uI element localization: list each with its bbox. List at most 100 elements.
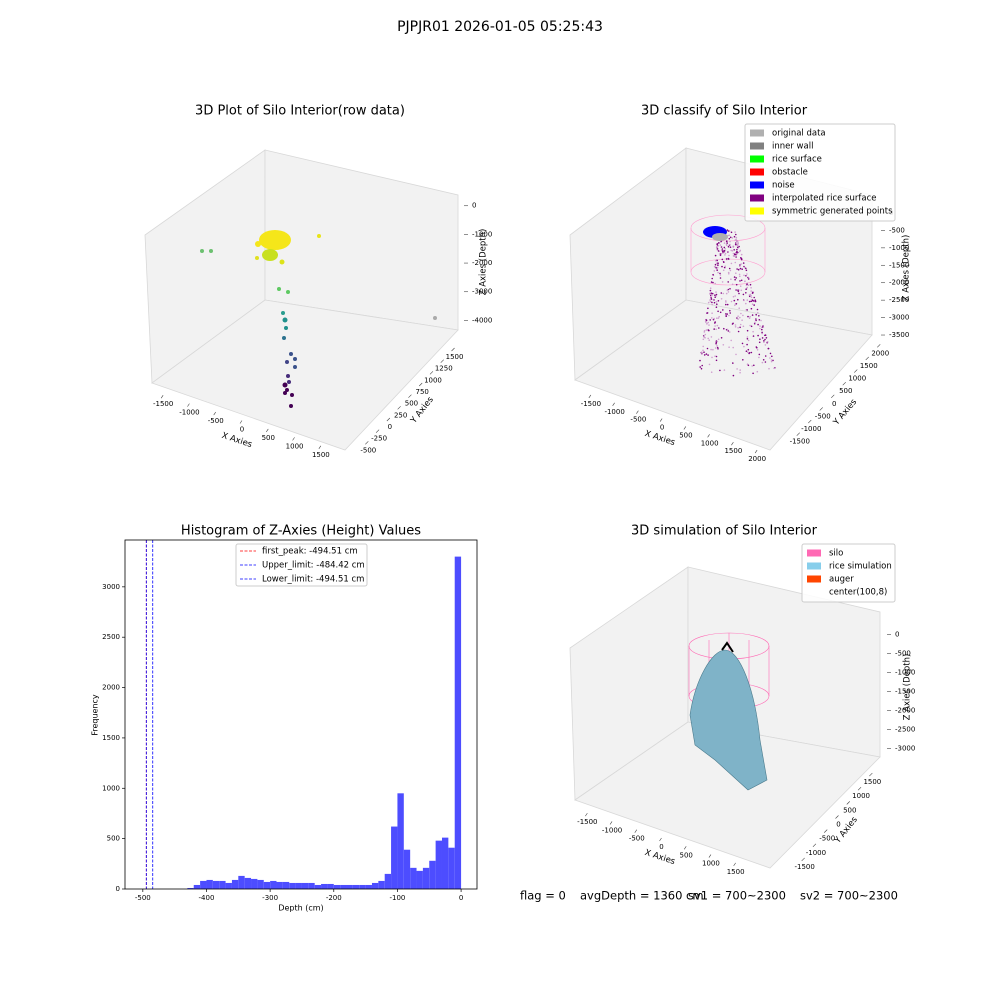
z-tick-label: -1000 [889,244,909,252]
bar [270,880,277,889]
decor-point [764,344,767,346]
y-tick [408,394,412,398]
decor-point [717,264,719,267]
y-tick-label: 500 [405,400,418,408]
decor-point [748,300,751,303]
decor-point [750,287,752,289]
decor-point [728,237,731,240]
subplot-title: 3D Plot of Silo Interior(row data) [195,104,405,119]
x-tick [636,410,639,414]
legend-swatch [807,549,821,557]
decor-point [764,338,766,341]
panes-1 [144,149,459,451]
decor-point [701,351,703,354]
y-tick-label: 1500 [446,353,464,361]
y-tick-label: -1000 [801,425,821,433]
decor-point [755,318,757,320]
y-tick [440,359,444,363]
x-tick [292,437,295,441]
bar [225,882,232,889]
footer-text: sv2 = 700~2300 [800,889,898,903]
bar [378,880,385,889]
decor-point [761,328,763,331]
bar [384,873,392,889]
footer-text: sv1 = 700~2300 [688,889,786,903]
decor-point [770,359,773,361]
decor-point [718,253,721,255]
decor-point [732,252,735,255]
decor-point [738,245,740,248]
decor-point [737,327,739,329]
footer-text: flag = 0 [520,889,566,903]
x-tick-label: 0 [240,426,244,434]
y-axis-label: Y Axies [832,815,860,847]
decor-point [717,250,720,252]
bar [352,884,360,889]
decor-point [747,339,750,342]
decor-point [707,337,709,340]
decor-point [726,289,729,291]
decor-point [729,243,731,246]
bar [238,875,245,889]
z-tick-label: -500 [895,650,911,658]
decor-point [713,270,716,272]
decor-point [736,317,738,319]
decor-point [708,324,710,326]
decor-point [735,272,737,275]
decor-point [729,269,732,272]
bar [231,879,239,889]
decor-point [719,311,722,314]
decor-point [703,336,706,339]
decor-point [743,274,745,277]
y-tick-label: 250 [394,411,407,419]
decor-point [717,262,719,265]
decor-point [733,253,736,256]
decor-point [725,303,727,306]
decor-point [751,365,753,367]
bar [429,860,436,889]
decor-point [707,329,710,331]
x-tick-label: -1000 [602,826,622,834]
decor-point [736,268,738,270]
decor-point [734,304,736,307]
legend-swatch [750,207,764,215]
decor-point [767,347,770,350]
decor-point [753,304,755,306]
decor-point [716,345,718,347]
z-tick-label: -2500 [895,725,915,733]
decor-point [736,245,739,247]
legend-label: center(100,8) [829,588,887,598]
y-tick [801,857,805,862]
decor-point [734,231,736,233]
y-tick-label: 1500 [863,778,881,786]
decor-point [739,371,741,374]
y-tick-label: 0 [832,400,836,408]
decor-point [730,262,733,265]
decor-point [756,349,759,351]
decor-point [761,331,763,334]
y-tick [451,347,455,352]
decor-point [717,300,720,302]
decor-point [720,249,723,252]
x-tick-label: -1000 [179,409,199,417]
decor-point [706,312,708,314]
decor-point [737,268,740,271]
decor-point [747,278,750,280]
decor-point [721,258,724,261]
x-tick-label: -100 [389,894,405,902]
x-tick-label: 1000 [702,860,720,868]
decor-point [729,288,731,290]
decor-point [710,371,713,374]
z-tick-label: 0 [472,202,476,210]
bar [282,881,290,889]
decor-point [708,363,711,366]
decor-point [716,340,719,343]
panes-4 [569,566,881,869]
bar [410,867,417,889]
y-tick [375,429,380,433]
decor-point [768,367,770,370]
decor-point [705,353,708,355]
decor-point [711,303,713,306]
y-tick [865,356,869,361]
decor-point [724,254,726,256]
